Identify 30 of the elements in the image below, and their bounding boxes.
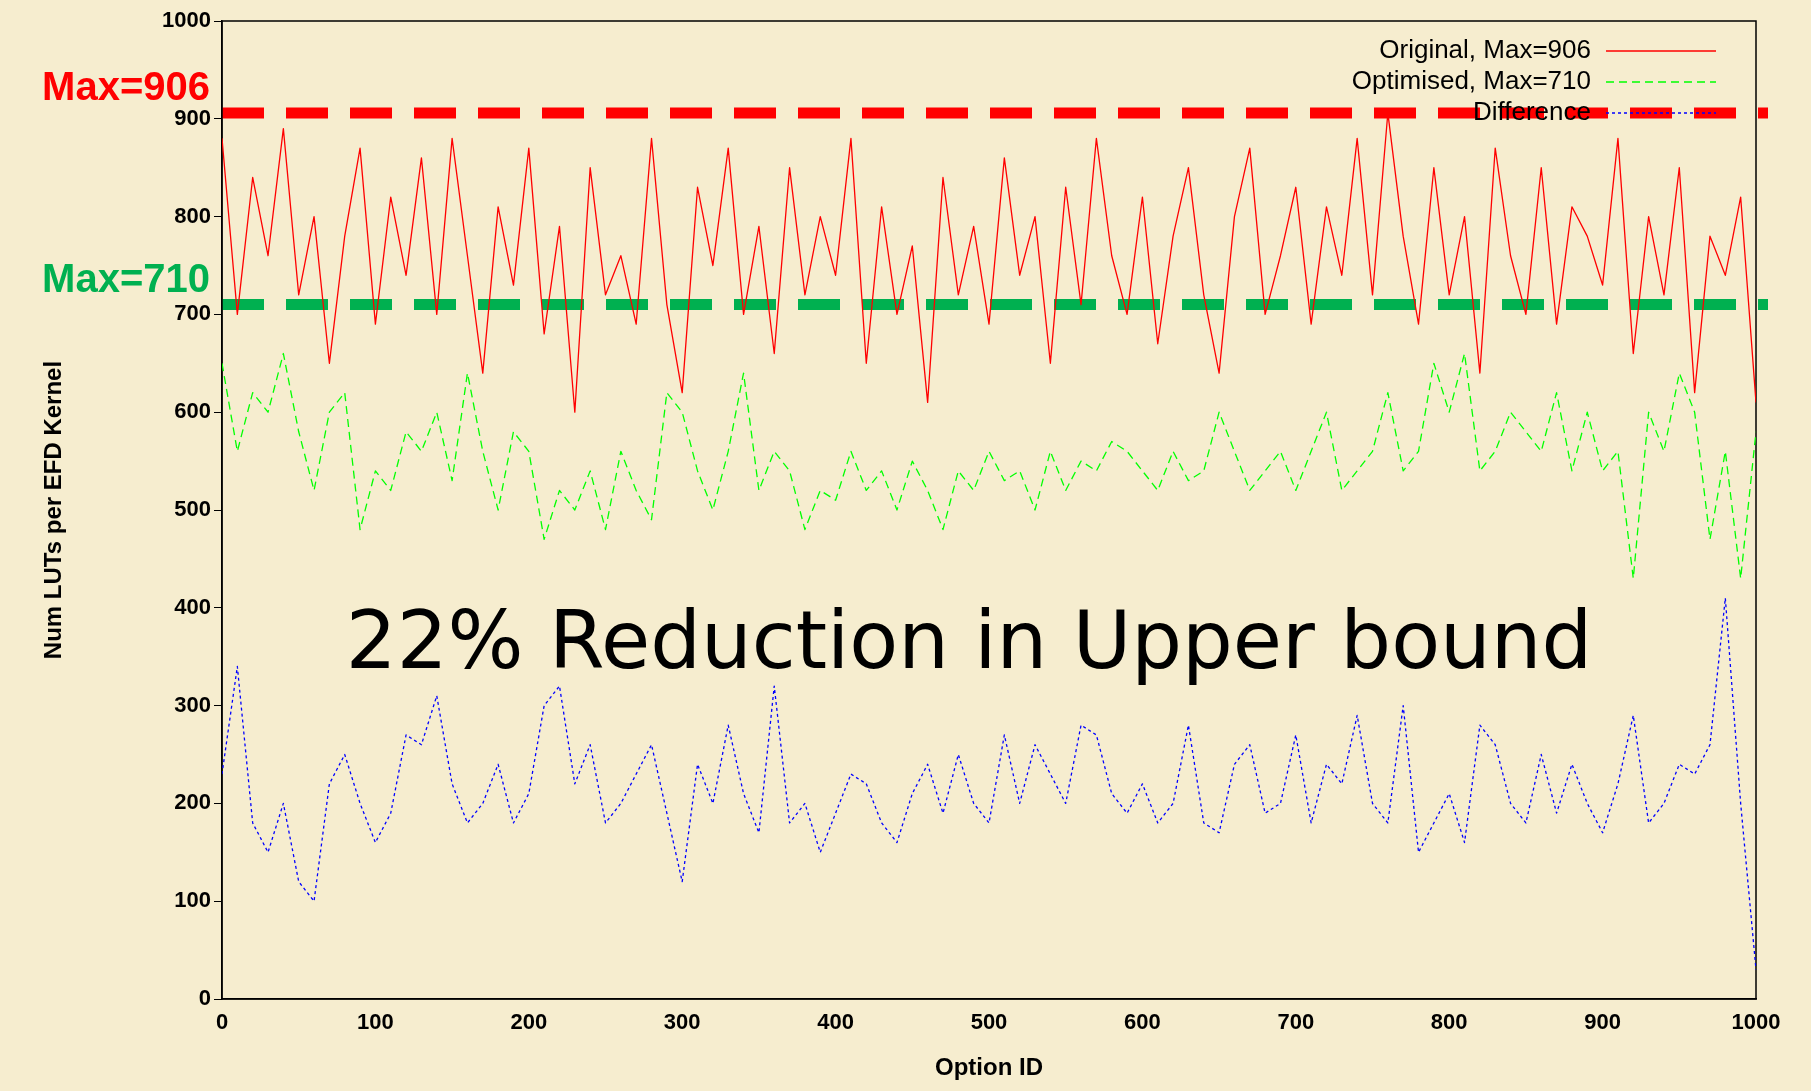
x-tick-label: 0 (215, 1009, 229, 1035)
x-tick-label: 900 (1584, 1009, 1621, 1035)
y-tick-label: 0 (198, 985, 211, 1011)
legend-label: Optimised, Max=710 (1351, 65, 1591, 96)
x-tick-label: 100 (357, 1009, 394, 1035)
y-tick-label: 700 (174, 300, 211, 326)
y-tick-label: 800 (174, 202, 211, 228)
x-tick-label: 300 (663, 1009, 701, 1035)
x-tick-label: 400 (817, 1009, 854, 1035)
x-tick-label: 500 (970, 1009, 1008, 1035)
y-axis-title: Num LUTs per EFD Kernel (39, 360, 67, 660)
y-tick-label: 100 (174, 887, 211, 913)
x-tick-label: 200 (510, 1009, 548, 1035)
ref-line-label: Max=710 (42, 255, 210, 300)
y-tick-label: 400 (174, 593, 211, 619)
y-tick-label: 500 (174, 496, 211, 522)
y-tick-label: 600 (174, 398, 211, 424)
x-tick-label: 1000 (1731, 1009, 1781, 1035)
x-tick-label: 800 (1430, 1009, 1468, 1035)
y-tick-label: 1000 (162, 7, 211, 33)
x-tick-label: 600 (1124, 1009, 1161, 1035)
y-tick-label: 300 (174, 691, 211, 717)
annotation: 22% Reduction in Upper bound (345, 593, 1593, 687)
legend-label: Difference (1472, 96, 1591, 127)
y-tick-label: 200 (174, 789, 211, 815)
line-series (222, 597, 1756, 971)
line-series (222, 352, 1756, 580)
x-axis-title: Option ID (935, 1053, 1043, 1081)
x-tick-label: 700 (1277, 1009, 1315, 1035)
legend-label: Original, Max=906 (1379, 34, 1591, 65)
